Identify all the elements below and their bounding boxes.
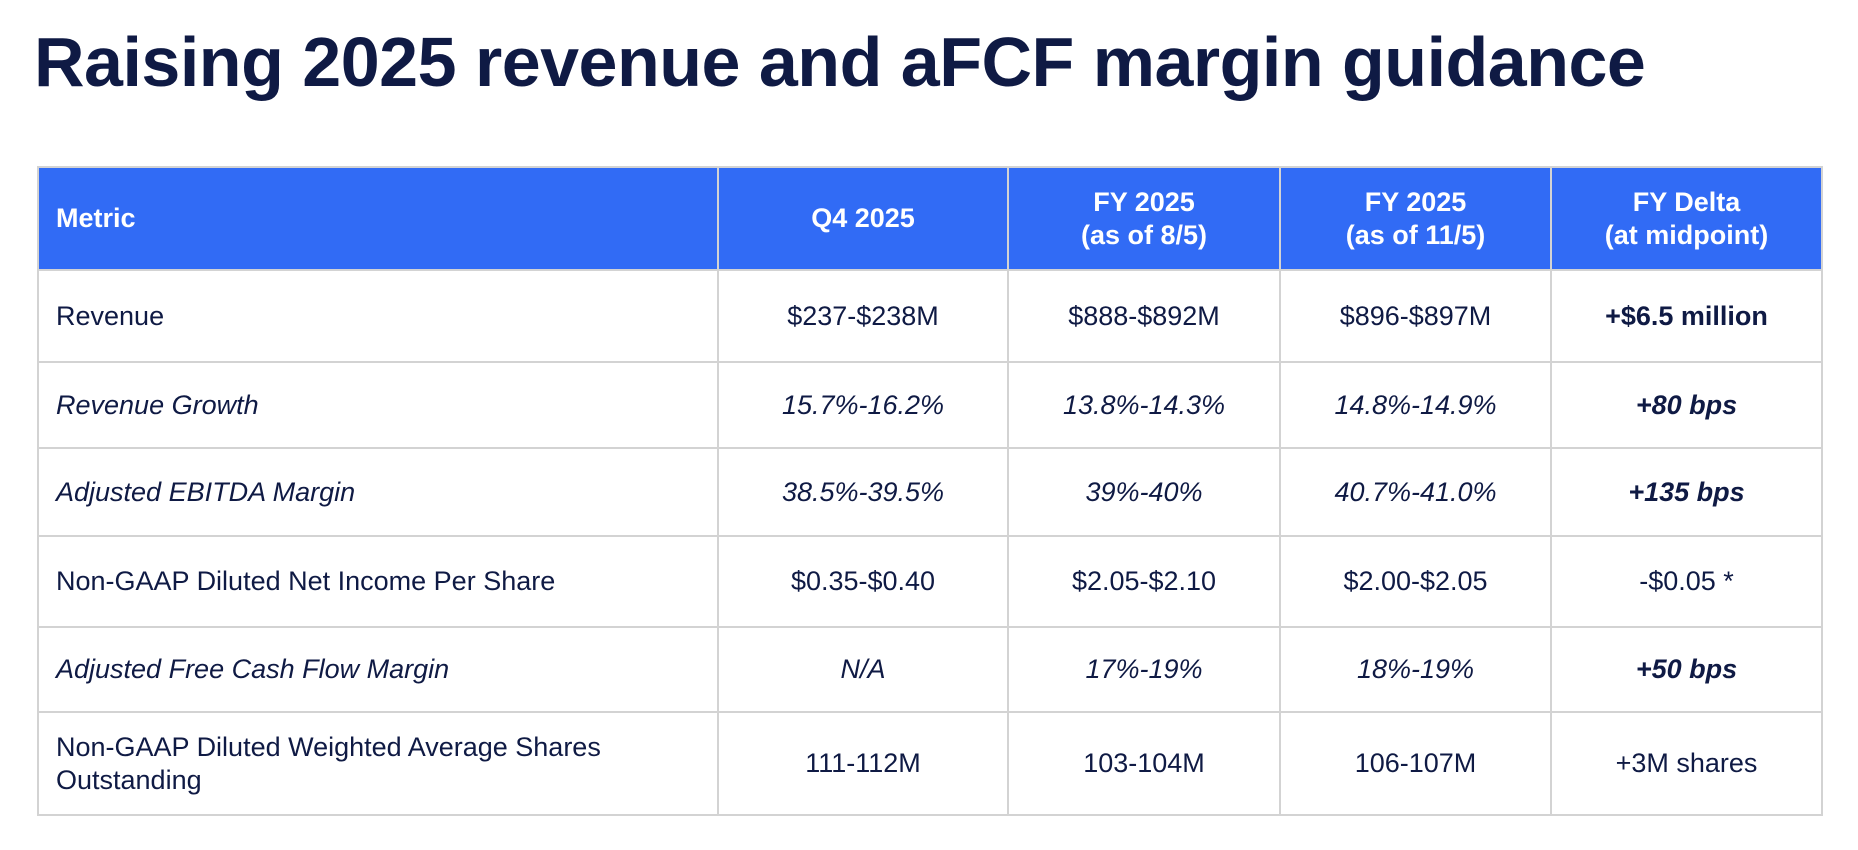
table-row: Revenue $237-$238M $888-$892M $896-$897M… xyxy=(37,269,1823,363)
column-header-fy-delta: FY Delta (at midpoint) xyxy=(1550,166,1823,271)
header-label: FY 2025 xyxy=(1093,186,1195,217)
column-header-fy2025-nov: FY 2025 (as of 11/5) xyxy=(1279,166,1552,271)
table-row: Non-GAAP Diluted Weighted Average Shares… xyxy=(37,711,1823,816)
fy-aug-cell: $2.05-$2.10 xyxy=(1007,535,1281,628)
table-row: Non-GAAP Diluted Net Income Per Share $0… xyxy=(37,535,1823,628)
fy-nov-cell: $2.00-$2.05 xyxy=(1279,535,1552,628)
fy-delta-cell: +3M shares xyxy=(1550,711,1823,816)
fy-aug-cell: 17%-19% xyxy=(1007,626,1281,713)
q4-2025-cell: N/A xyxy=(717,626,1009,713)
guidance-table: Metric Q4 2025 FY 2025 (as of 8/5) FY 20… xyxy=(37,166,1823,816)
q4-2025-cell: 38.5%-39.5% xyxy=(717,447,1009,537)
header-label: FY 2025 xyxy=(1364,186,1467,217)
fy-delta-cell: -$0.05 * xyxy=(1550,535,1823,628)
q4-2025-cell: 15.7%-16.2% xyxy=(717,361,1009,449)
fy-nov-cell: 14.8%-14.9% xyxy=(1279,361,1552,449)
header-label: Metric xyxy=(56,203,136,233)
q4-2025-cell: 111-112M xyxy=(717,711,1009,816)
fy-nov-cell: $896-$897M xyxy=(1279,269,1552,363)
fy-aug-cell: 39%-40% xyxy=(1007,447,1281,537)
header-sublabel: (as of 8/5) xyxy=(1080,219,1208,250)
fy-delta-cell: +80 bps xyxy=(1550,361,1823,449)
q4-2025-cell: $237-$238M xyxy=(717,269,1009,363)
column-header-q4-2025: Q4 2025 xyxy=(717,166,1009,271)
fy-nov-cell: 18%-19% xyxy=(1279,626,1552,713)
header-label: Q4 2025 xyxy=(811,203,915,233)
metric-cell: Adjusted EBITDA Margin xyxy=(37,447,719,537)
table-row: Revenue Growth 15.7%-16.2% 13.8%-14.3% 1… xyxy=(37,361,1823,449)
table-row: Adjusted Free Cash Flow Margin N/A 17%-1… xyxy=(37,626,1823,713)
fy-aug-cell: 13.8%-14.3% xyxy=(1007,361,1281,449)
fy-delta-cell: +50 bps xyxy=(1550,626,1823,713)
header-sublabel: (as of 11/5) xyxy=(1345,219,1486,250)
fy-delta-cell: +$6.5 million xyxy=(1550,269,1823,363)
fy-aug-cell: 103-104M xyxy=(1007,711,1281,816)
q4-2025-cell: $0.35-$0.40 xyxy=(717,535,1009,628)
column-header-metric: Metric xyxy=(37,166,719,271)
header-sublabel: (at midpoint) xyxy=(1604,219,1769,250)
fy-aug-cell: $888-$892M xyxy=(1007,269,1281,363)
metric-cell: Revenue Growth xyxy=(37,361,719,449)
table-row: Adjusted EBITDA Margin 38.5%-39.5% 39%-4… xyxy=(37,447,1823,537)
column-header-fy2025-aug: FY 2025 (as of 8/5) xyxy=(1007,166,1281,271)
fy-nov-cell: 40.7%-41.0% xyxy=(1279,447,1552,537)
metric-cell: Revenue xyxy=(37,269,719,363)
metric-cell: Non-GAAP Diluted Weighted Average Shares… xyxy=(37,711,719,816)
metric-cell: Non-GAAP Diluted Net Income Per Share xyxy=(37,535,719,628)
metric-cell: Adjusted Free Cash Flow Margin xyxy=(37,626,719,713)
fy-delta-cell: +135 bps xyxy=(1550,447,1823,537)
header-label: FY Delta xyxy=(1632,186,1741,217)
page-title: Raising 2025 revenue and aFCF margin gui… xyxy=(34,23,1646,101)
fy-nov-cell: 106-107M xyxy=(1279,711,1552,816)
table-header-row: Metric Q4 2025 FY 2025 (as of 8/5) FY 20… xyxy=(37,166,1823,271)
